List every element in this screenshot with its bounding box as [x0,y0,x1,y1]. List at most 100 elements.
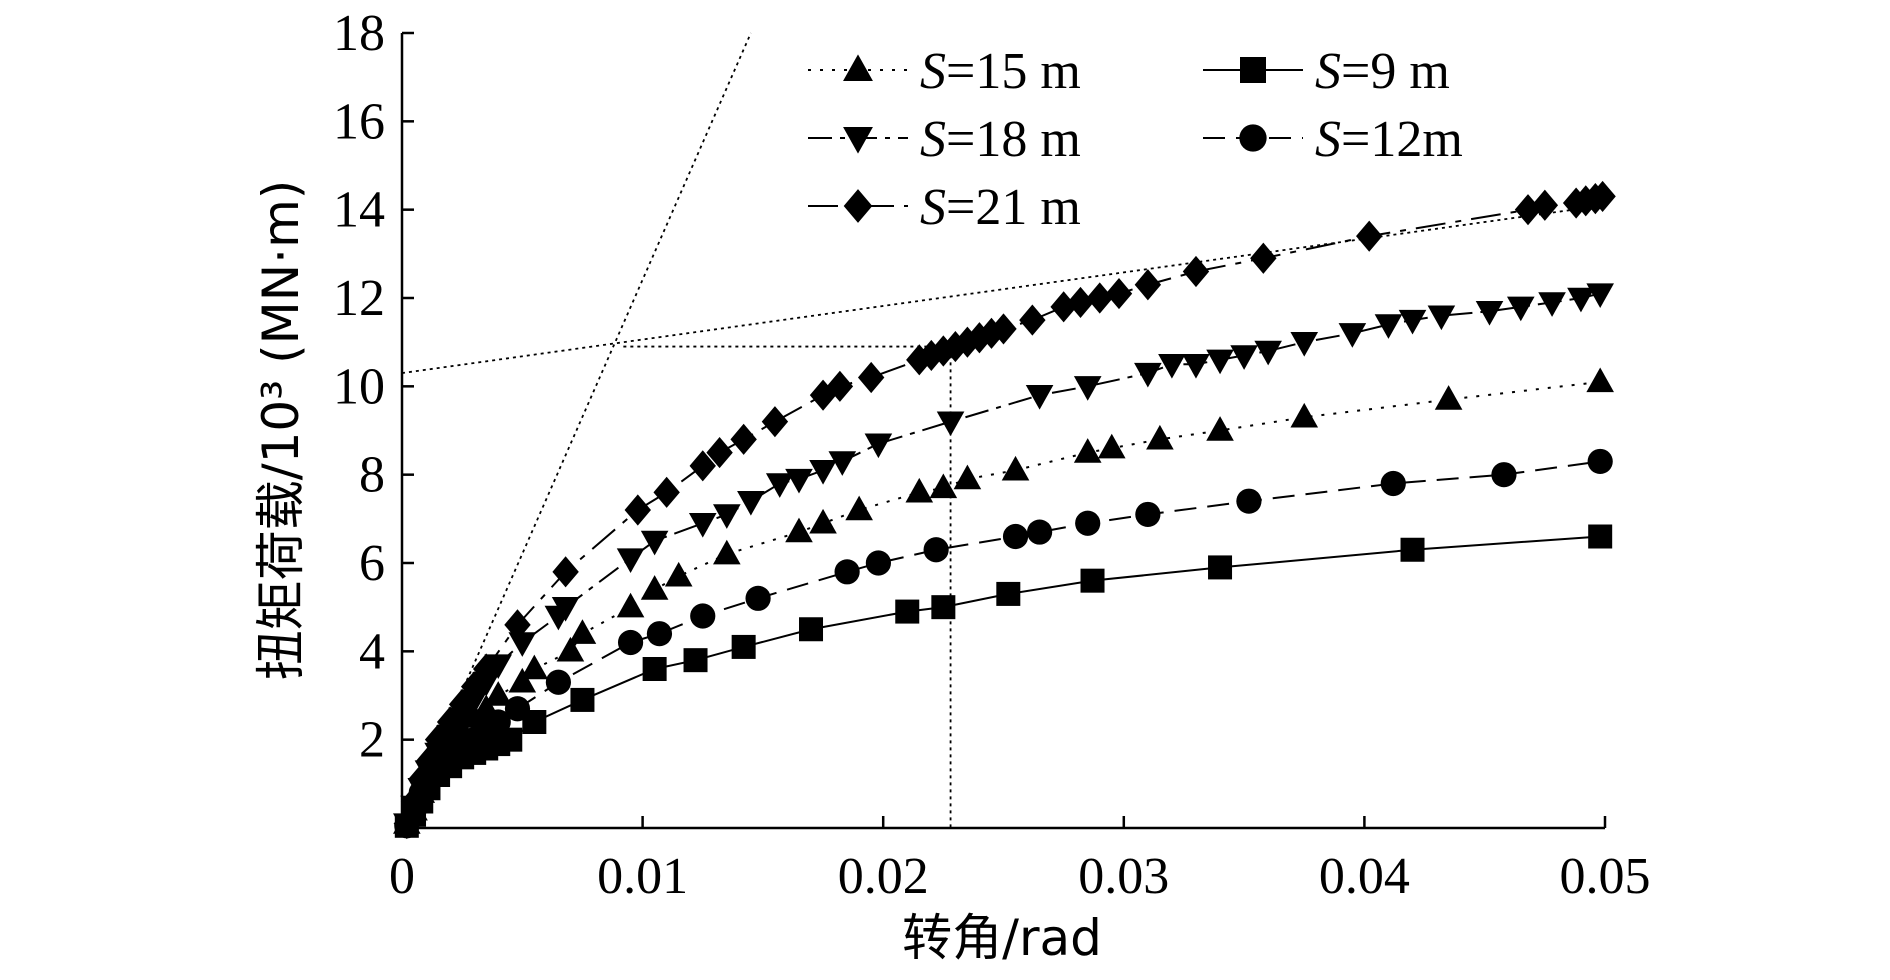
legend-label-value: =9 m [1341,43,1450,100]
data-point-diamond [1067,286,1094,319]
data-point-diamond [1250,242,1277,274]
data-point-diamond [730,423,757,455]
data-point-circle [923,537,949,563]
data-point-triangle-down [1374,314,1403,339]
y-tick-label: 16 [333,93,385,150]
data-point-diamond [826,370,854,402]
data-point-diamond [918,339,945,372]
data-point-diamond [460,671,488,703]
data-point-circle [1380,470,1406,497]
data-point-diamond [1086,282,1113,314]
series-triangle-down [393,283,1614,838]
data-point-diamond [1105,277,1133,310]
data-point-triangle-down [688,513,717,538]
data-point-triangle-down [508,632,537,657]
data-point-square [1080,568,1105,593]
data-point-triangle-up [664,561,693,587]
data-point-diamond [1050,291,1077,323]
data-point-diamond [1019,304,1046,336]
data-point-triangle-up [929,473,958,499]
data-point-diamond [857,361,885,394]
data-point-square [642,657,667,681]
data-point-triangle-down [1506,296,1535,322]
data-point-diamond [504,609,531,641]
data-point-circle [504,696,531,722]
x-tick-label: 0.04 [1319,848,1410,905]
series-line [405,535,1601,827]
data-point-square [1400,537,1425,562]
data-point-square [1588,524,1613,549]
data-point-triangle-down [785,468,813,494]
y-tick-label: 2 [359,712,385,769]
data-point-triangle-up [508,667,537,693]
legend-label-value: =18 m [946,111,1081,168]
data-point-square [731,634,756,659]
legend-label: S=18 m [920,111,1081,168]
data-point-triangle-down [1254,340,1282,366]
data-point-circle [545,669,571,695]
data-point-triangle-down [737,490,765,516]
data-point-triangle-up [809,508,837,534]
data-point-diamond [706,436,733,469]
data-point-diamond [930,335,957,367]
x-tick-label: 0.01 [597,848,688,905]
legend-label-variable: S [1315,111,1341,168]
legend-item-circle: S=12m [1203,111,1463,168]
data-point-square [799,617,824,642]
data-point-diamond [954,326,981,358]
legend-marker-diamond [843,189,873,223]
data-point-triangle-up [520,654,549,680]
data-point-diamond [1589,180,1616,213]
data-point-circle [1002,523,1029,550]
data-point-circle [690,603,716,629]
legend-label: S=12m [1315,111,1463,168]
legend-label: S=15 m [920,43,1081,100]
data-point-diamond [1531,189,1559,221]
data-point-square [996,581,1021,606]
data-point-triangle-down [1398,309,1427,335]
data-point-triangle-down [765,473,794,498]
data-point-triangle-down [616,548,645,573]
data-point-circle [1587,448,1613,475]
data-point-triangle-down [1182,354,1210,379]
series-layer [393,180,1616,840]
legend-label: S=9 m [1315,43,1450,100]
legend-marker-triangle-up [843,54,873,82]
data-point-triangle-up [1097,433,1126,459]
data-point-triangle-down [1427,305,1456,331]
data-point-triangle-down [1338,323,1367,348]
data-point-triangle-down [1586,283,1614,308]
data-point-circle [1075,510,1101,536]
data-point-triangle-up [1073,438,1102,463]
data-point-triangle-up [845,495,873,521]
data-point-circle [1491,462,1517,488]
data-point-triangle-down [1073,376,1102,401]
legend-label-variable: S [920,111,946,168]
legend-label-value: =21 m [946,179,1081,236]
data-point-triangle-up [713,539,741,565]
data-point-triangle-up [1434,385,1463,410]
data-point-triangle-up [905,477,934,503]
data-point-diamond [978,317,1005,349]
data-point-diamond [1356,220,1383,252]
data-point-triangle-down [1475,301,1504,326]
data-point-diamond [448,688,476,720]
data-point-triangle-down [713,504,741,529]
data-point-diamond [415,746,442,778]
reference-line-initial-tangent [401,32,752,829]
data-point-square [570,687,595,712]
data-point-triangle-down [1290,331,1319,357]
data-point-diamond [473,653,500,685]
y-axis-title: 扭矩荷载/10³ (MN·m) [252,180,310,681]
data-point-triangle-down [864,433,893,459]
data-point-diamond [689,450,716,482]
data-point-diamond [552,556,579,588]
legend-item-triangle-down: S=18 m [808,111,1081,168]
data-point-diamond [408,763,435,796]
data-point-circle [865,550,891,576]
data-point-triangle-up [785,517,813,543]
x-tick-label: 0.03 [1078,848,1169,905]
y-tick-label: 14 [333,182,385,239]
data-point-diamond [990,313,1017,345]
